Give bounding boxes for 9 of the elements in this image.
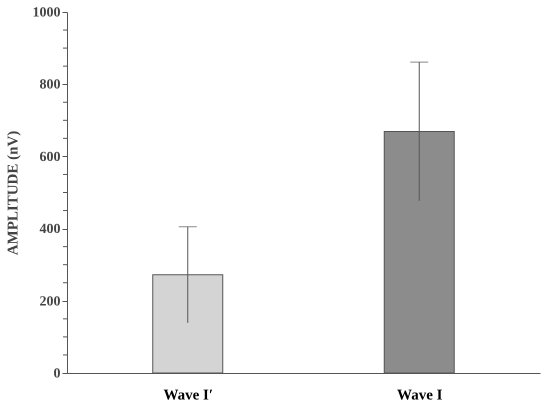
y-tick-label: 600 <box>40 150 60 165</box>
x-tick-label: Wave I <box>397 388 443 404</box>
y-tick-label: 1000 <box>32 6 60 20</box>
y-tick-label: 200 <box>40 294 60 310</box>
y-tick-label: 0 <box>54 366 60 382</box>
y-tick-label: 400 <box>40 222 60 238</box>
y-axis-title: AMPLITUDE (nV) <box>6 130 22 256</box>
x-tick-label: Wave I′ <box>163 388 214 404</box>
y-tick-label: 800 <box>40 78 60 93</box>
